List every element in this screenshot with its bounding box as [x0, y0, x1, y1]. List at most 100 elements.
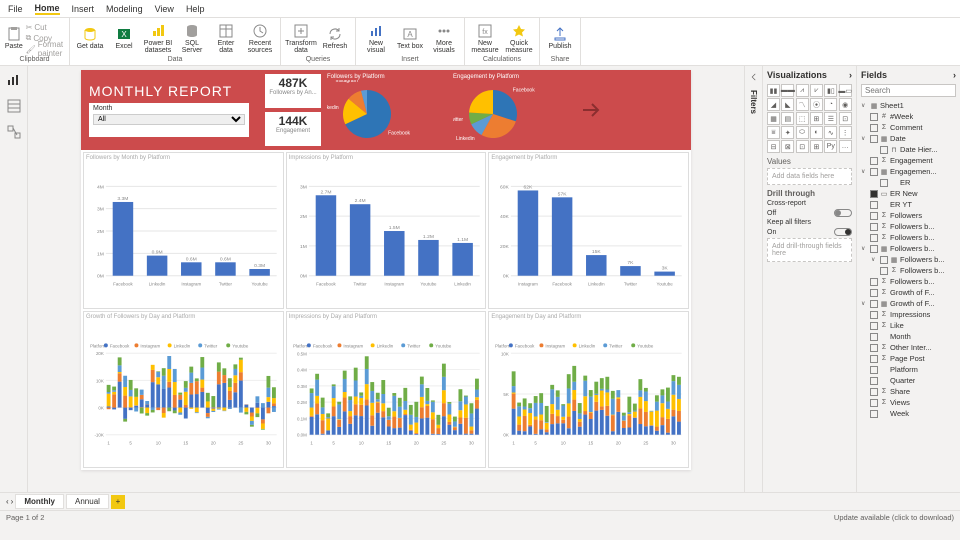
paste-button[interactable]: Paste [4, 20, 24, 56]
viz-type-21[interactable]: ◐ [810, 126, 823, 139]
stacked-chart-1[interactable]: Impressions by Day and PlatformPlatformF… [286, 311, 487, 468]
tab-next[interactable]: › [11, 497, 14, 506]
viz-type-24[interactable]: ⊟ [767, 140, 780, 153]
filters-rail[interactable]: Filters [744, 66, 762, 492]
field-item[interactable]: ΣEngagement [861, 155, 956, 166]
excel-button[interactable]: XExcel [108, 20, 140, 56]
field-item[interactable]: ∨▦Followers b... [861, 243, 956, 254]
viz-type-8[interactable]: 〽 [796, 98, 809, 111]
viz-type-3[interactable]: ⩗ [810, 84, 823, 97]
field-item[interactable]: ∨▦Date [861, 133, 956, 144]
add-page-button[interactable]: + [111, 495, 125, 509]
field-item[interactable]: ER YT [861, 199, 956, 210]
fields-search-input[interactable] [861, 84, 956, 97]
viz-type-14[interactable]: ⬚ [796, 112, 809, 125]
viz-type-17[interactable]: ⊡ [839, 112, 852, 125]
field-item[interactable]: ΣPage Post [861, 353, 956, 364]
field-item[interactable]: ##Week [861, 111, 956, 122]
keep-filters-toggle[interactable] [834, 228, 852, 236]
stacked-chart-0[interactable]: Growth of Followers by Day and PlatformP… [83, 311, 284, 468]
viz-type-9[interactable]: ⦿ [810, 98, 823, 111]
new-visual-button[interactable]: New visual [360, 20, 392, 56]
format-painter-button[interactable]: 🖌 Format painter [26, 44, 65, 55]
month-slicer[interactable]: Month All [89, 103, 249, 137]
viz-type-7[interactable]: ◣ [781, 98, 794, 111]
viz-type-22[interactable]: ∿ [824, 126, 837, 139]
table-node[interactable]: ∨▦Sheet1 [861, 100, 956, 111]
field-item[interactable]: ▭ER New [861, 188, 956, 199]
data-view-icon[interactable] [6, 98, 22, 114]
field-item[interactable]: ΣShare [861, 386, 956, 397]
drill-well[interactable]: Add drill-through fields here [767, 238, 852, 262]
viz-type-20[interactable]: ⬭ [796, 126, 809, 139]
pbi-datasets-button[interactable]: Power BI datasets [142, 20, 174, 56]
chevron-right-icon[interactable]: › [849, 70, 852, 80]
field-item[interactable]: ΣImpressions [861, 309, 956, 320]
viz-type-16[interactable]: ☰ [824, 112, 837, 125]
kpi-engagement[interactable]: 144KEngagement [265, 112, 321, 146]
pie-followers[interactable]: Followers by Platform FacebookLinkedinIn… [327, 74, 447, 146]
field-item[interactable]: ΣFollowers b... [861, 221, 956, 232]
menu-modeling[interactable]: Modeling [106, 4, 143, 14]
field-item[interactable]: Week [861, 408, 956, 419]
field-item[interactable]: ER [861, 177, 956, 188]
menu-view[interactable]: View [155, 4, 174, 14]
viz-type-29[interactable]: … [839, 140, 852, 153]
model-view-icon[interactable] [6, 124, 22, 140]
quick-measure-button[interactable]: Quick measure [503, 20, 535, 56]
field-item[interactable]: ∨▦Growth of F... [861, 298, 956, 309]
field-item[interactable]: Platform [861, 364, 956, 375]
arrow-icon[interactable] [579, 98, 603, 122]
report-canvas[interactable]: MONTHLY REPORT Month All 487KFollowers b… [81, 70, 691, 470]
viz-type-2[interactable]: ⩘ [796, 84, 809, 97]
menu-file[interactable]: File [8, 4, 23, 14]
bar-chart-2[interactable]: Engagement by Platform0K20K40K60K62KInst… [488, 152, 689, 309]
field-item[interactable]: Month [861, 331, 956, 342]
viz-type-23[interactable]: ⋮ [839, 126, 852, 139]
viz-type-26[interactable]: ⊡ [796, 140, 809, 153]
sql-server-button[interactable]: SQL Server [176, 20, 208, 56]
field-item[interactable]: ΣFollowers b... [861, 232, 956, 243]
field-item[interactable]: ΣFollowers [861, 210, 956, 221]
field-item[interactable]: ΣFollowers b... [861, 265, 956, 276]
menu-help[interactable]: Help [186, 4, 205, 14]
viz-type-6[interactable]: ◢ [767, 98, 780, 111]
field-item[interactable]: ΣFollowers b... [861, 276, 956, 287]
field-item[interactable]: ΣLike [861, 320, 956, 331]
recent-sources-button[interactable]: Recent sources [244, 20, 276, 56]
tab-monthly[interactable]: Monthly [15, 494, 64, 509]
report-view-icon[interactable] [6, 72, 22, 88]
transform-data-button[interactable]: Transform data [285, 20, 317, 56]
values-well[interactable]: Add data fields here [767, 168, 852, 185]
cross-report-toggle[interactable] [834, 209, 852, 217]
field-item[interactable]: ΣComment [861, 122, 956, 133]
viz-type-28[interactable]: Py [824, 140, 837, 153]
get-data-button[interactable]: Get data [74, 20, 106, 56]
viz-type-27[interactable]: ⊞ [810, 140, 823, 153]
viz-type-18[interactable]: ⩸ [767, 126, 780, 139]
month-dropdown[interactable]: All [93, 114, 245, 125]
viz-type-19[interactable]: ✦ [781, 126, 794, 139]
enter-data-button[interactable]: Enter data [210, 20, 242, 56]
new-measure-button[interactable]: fxNew measure [469, 20, 501, 56]
more-visuals-button[interactable]: More visuals [428, 20, 460, 56]
stacked-chart-2[interactable]: Engagement by Day and PlatformPlatformFa… [488, 311, 689, 468]
text-box-button[interactable]: AText box [394, 20, 426, 56]
field-item[interactable]: ΣGrowth of F... [861, 287, 956, 298]
viz-type-1[interactable]: ▬▬ [781, 84, 794, 97]
viz-type-5[interactable]: ▬▭ [839, 84, 852, 97]
viz-type-25[interactable]: ⊠ [781, 140, 794, 153]
menu-insert[interactable]: Insert [72, 4, 95, 14]
viz-type-11[interactable]: ◉ [839, 98, 852, 111]
pie-engagement[interactable]: Engagement by Platform FacebookInstagram… [453, 74, 573, 146]
field-item[interactable]: ∨▦Followers b... [861, 254, 956, 265]
publish-button[interactable]: Publish [544, 20, 576, 56]
viz-type-13[interactable]: ▤ [781, 112, 794, 125]
viz-type-12[interactable]: ▦ [767, 112, 780, 125]
field-item[interactable]: Quarter [861, 375, 956, 386]
bar-chart-0[interactable]: Followers by Month by Platform0M1M2M3M4M… [83, 152, 284, 309]
viz-type-10[interactable]: ◔ [824, 98, 837, 111]
chevron-right-icon[interactable]: › [953, 70, 956, 80]
cut-button[interactable]: ✂ Cut [26, 22, 65, 33]
bar-chart-1[interactable]: Impressions by Platform0M1M2M3M2.7MFaceb… [286, 152, 487, 309]
